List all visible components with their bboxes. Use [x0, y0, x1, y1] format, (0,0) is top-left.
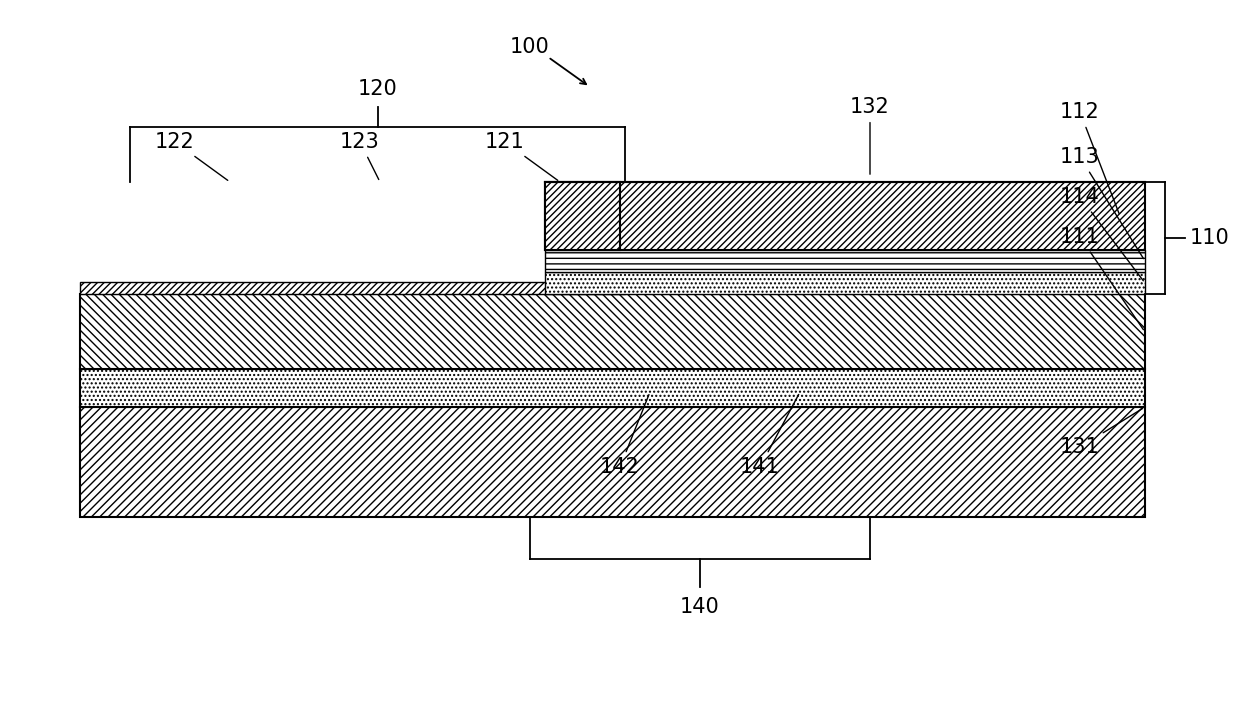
- Text: 112: 112: [1060, 102, 1118, 214]
- Text: 140: 140: [680, 597, 720, 617]
- Text: 113: 113: [1060, 147, 1143, 258]
- Bar: [81, 369, 1145, 407]
- Text: 110: 110: [1190, 228, 1230, 248]
- Bar: [81, 294, 1145, 369]
- Text: 114: 114: [1060, 187, 1143, 281]
- Text: 100: 100: [510, 37, 549, 57]
- Text: 131: 131: [1060, 409, 1142, 457]
- Bar: [546, 272, 1145, 294]
- Text: 121: 121: [485, 132, 558, 180]
- Bar: [546, 250, 1145, 272]
- Text: 111: 111: [1060, 227, 1143, 330]
- Text: 123: 123: [340, 132, 379, 179]
- Bar: [81, 282, 625, 294]
- Bar: [81, 407, 1145, 517]
- Text: 120: 120: [357, 79, 397, 99]
- Text: 132: 132: [851, 97, 890, 174]
- Text: 122: 122: [155, 132, 228, 180]
- Bar: [546, 182, 1145, 250]
- Text: 142: 142: [600, 394, 649, 477]
- Text: 141: 141: [740, 394, 799, 477]
- Bar: [546, 182, 620, 250]
